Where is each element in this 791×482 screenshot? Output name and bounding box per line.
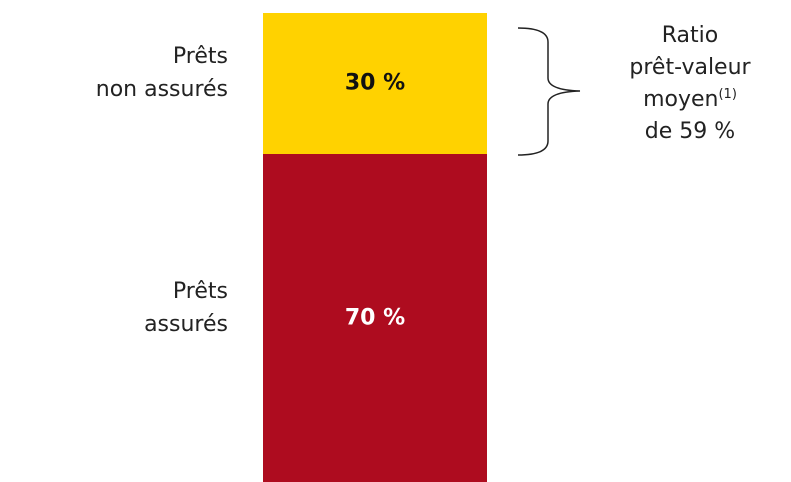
brace [517, 27, 581, 156]
annotation-text: Ratio [661, 23, 719, 48]
annotation-text: prêt-valeur [629, 55, 751, 80]
annotation-line: de 59 % [590, 116, 790, 148]
annotation-text: moyen [643, 87, 719, 112]
annotation-line: prêt-valeur [590, 52, 790, 84]
annotation: Ratio prêt-valeur moyen(1) de 59 % [590, 20, 790, 148]
bar-segment [263, 13, 487, 154]
annotation-line: Ratio [590, 20, 790, 52]
footnote-ref: (1) [718, 87, 737, 102]
annotation-line: moyen(1) [590, 84, 790, 116]
series-label: Prêts assurés [144, 278, 228, 337]
annotation-text: de 59 % [644, 119, 736, 144]
value-label: 30 % [344, 70, 406, 96]
series-label: Prêts non assurés [95, 44, 228, 103]
value-label: 70 % [344, 305, 406, 331]
bar-segment [263, 153, 487, 482]
